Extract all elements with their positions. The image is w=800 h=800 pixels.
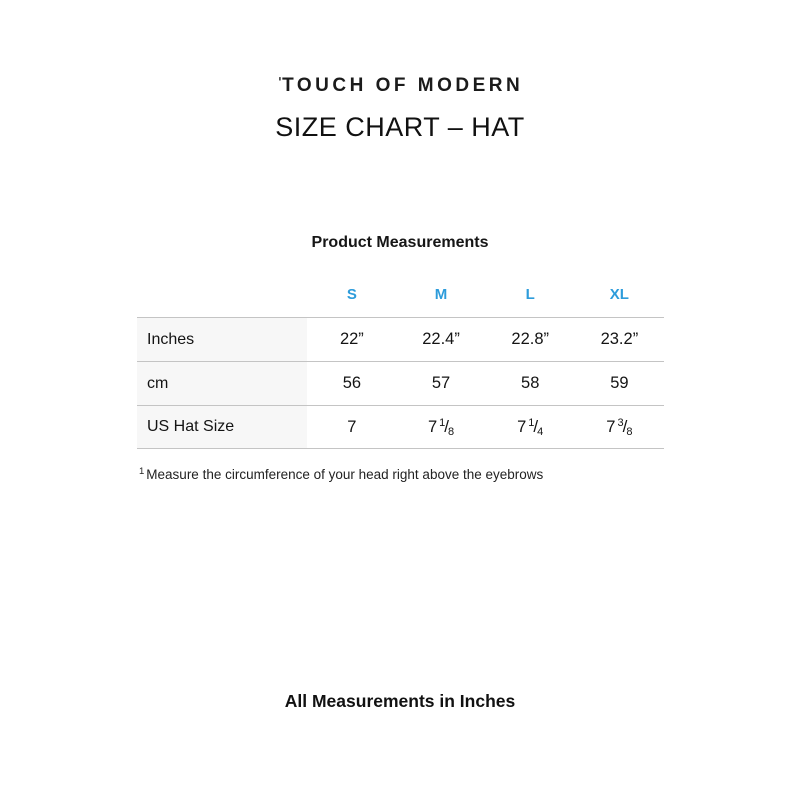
footer-note: All Measurements in Inches [284, 691, 516, 711]
table-row-cm: cm 56 57 58 59 [137, 361, 664, 405]
cell-cm-l: 58 [485, 361, 575, 405]
hat-size-fraction: 1/8 [439, 416, 455, 438]
hat-size-whole: 7 [347, 417, 357, 436]
col-header-s: S [346, 286, 357, 303]
hat-size-whole: 7 [427, 417, 438, 436]
size-chart-table: S M L XL Inches 22” 22.4” 22.8” 23.2” cm… [137, 272, 664, 449]
cell-hatsize-s: 7 [307, 405, 397, 449]
row-label-cm: cm [137, 361, 308, 405]
hat-size-fraction: 1/4 [528, 416, 544, 438]
logo-tick-mark: ˈ [276, 75, 284, 96]
cell-cm-xl: 59 [574, 361, 664, 405]
col-header-m: M [434, 286, 448, 303]
cell-inches-l: 22.8” [485, 317, 575, 361]
logo-text: TOUCH OF MODERN [282, 75, 524, 96]
footnote: 1 Measure the circumference of your head … [139, 466, 543, 482]
cell-inches-m: 22.4” [396, 317, 486, 361]
table-row-us-hat-size: US Hat Size 7 7 1/8 7 1/4 7 3/8 [137, 405, 664, 449]
cell-hatsize-m: 7 1/8 [396, 405, 486, 449]
hat-size-whole: 7 [606, 417, 616, 436]
col-header-xl: XL [609, 286, 629, 303]
size-header-row: S M L XL [137, 272, 664, 317]
cell-cm-m: 57 [396, 361, 486, 405]
cell-hatsize-l: 7 1/4 [485, 405, 575, 449]
cell-cm-s: 56 [307, 361, 397, 405]
row-label-us-hat-size: US Hat Size [137, 405, 308, 449]
cell-hatsize-xl: 7 3/8 [574, 405, 664, 449]
brand-logo: ˈTOUCH OF MODERN [0, 75, 800, 97]
row-label-inches: Inches [137, 317, 308, 361]
page-title: SIZE CHART – HAT [275, 112, 525, 142]
cell-inches-s: 22” [307, 317, 397, 361]
table-section-title: Product Measurements [311, 234, 489, 251]
cell-inches-xl: 23.2” [574, 317, 664, 361]
table-row-inches: Inches 22” 22.4” 22.8” 23.2” [137, 317, 664, 361]
corner-cell [137, 272, 307, 317]
col-header-l: L [525, 286, 535, 303]
footnote-marker: 1 [139, 466, 145, 477]
footnote-text: Measure the circumference of your head r… [146, 467, 544, 482]
hat-size-whole: 7 [517, 417, 527, 436]
hat-size-fraction: 3/8 [617, 416, 633, 438]
